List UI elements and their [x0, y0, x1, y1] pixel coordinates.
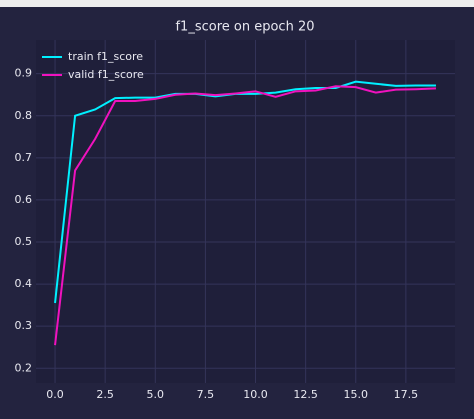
x-tick-label: 12.5: [293, 388, 318, 401]
series-line: [54, 85, 436, 346]
x-tick-label: 7.5: [197, 388, 215, 401]
y-tick-label: 0.9: [15, 67, 33, 80]
y-tick-label: 0.5: [15, 235, 33, 248]
x-tick-label: 15.0: [344, 388, 369, 401]
x-tick-label: 2.5: [96, 388, 114, 401]
y-tick-label: 0.4: [15, 277, 33, 290]
y-tick-label: 0.6: [15, 193, 33, 206]
y-tick-label: 0.8: [15, 109, 33, 122]
top-strip: [0, 0, 474, 7]
chart-title: f1_score on epoch 20: [175, 20, 314, 35]
x-tick-label: 17.5: [394, 388, 419, 401]
y-tick-label: 0.3: [15, 319, 33, 332]
legend-label: valid f1_score: [68, 68, 144, 81]
x-tick-label: 0.0: [46, 388, 64, 401]
y-tick-label: 0.7: [15, 151, 33, 164]
x-tick-label: 10.0: [243, 388, 268, 401]
y-tick-label: 0.2: [15, 361, 33, 374]
x-tick-label: 5.0: [147, 388, 165, 401]
series-line: [54, 80, 436, 304]
legend-label: train f1_score: [68, 50, 143, 63]
